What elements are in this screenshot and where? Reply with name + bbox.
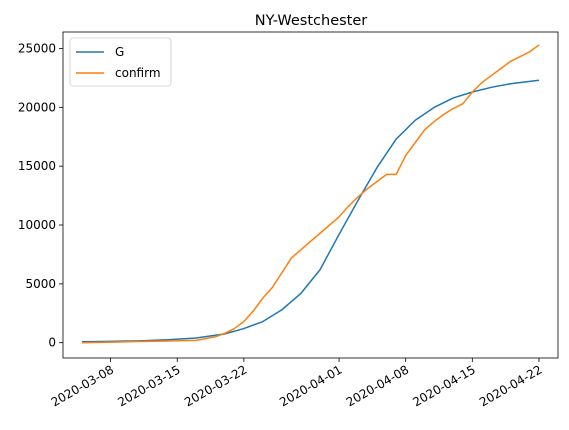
y-tick-label: 5000 [25,277,56,291]
x-tick-label: 2020-03-15 [115,362,182,409]
y-tick-label: 10000 [18,218,56,232]
series-layer [82,44,540,344]
chart-title: NY-Westchester [255,13,368,29]
x-axis: 2020-03-08 2020-03-15 2020-03-22 2020-04-01… [49,358,544,409]
series-line-confirm [82,44,540,344]
series-line-g [82,79,540,343]
x-tick-label: 2020-04-01 [277,362,344,409]
x-tick-label: 2020-04-08 [344,362,411,409]
x-tick-label: 2020-04-15 [410,362,477,409]
y-axis: 0 5000 10000 15000 20000 25000 [18,41,63,350]
legend-box [69,37,172,87]
legend-label-confirm: confirm [115,66,161,80]
y-tick-label: 20000 [18,100,56,114]
x-tick-label: 2020-04-22 [477,362,544,409]
y-tick-label: 0 [48,336,56,350]
legend-label-g: G [115,45,124,59]
x-tick-label: 2020-03-08 [49,362,116,409]
y-tick-label: 25000 [18,41,56,55]
axes-frame [62,31,559,359]
x-tick-label: 2020-03-22 [182,362,249,409]
plot-area: 2020-03-08 2020-03-15 2020-03-22 2020-04-01… [18,31,559,409]
y-tick-label: 15000 [18,159,56,173]
legend: G confirm [69,37,172,87]
